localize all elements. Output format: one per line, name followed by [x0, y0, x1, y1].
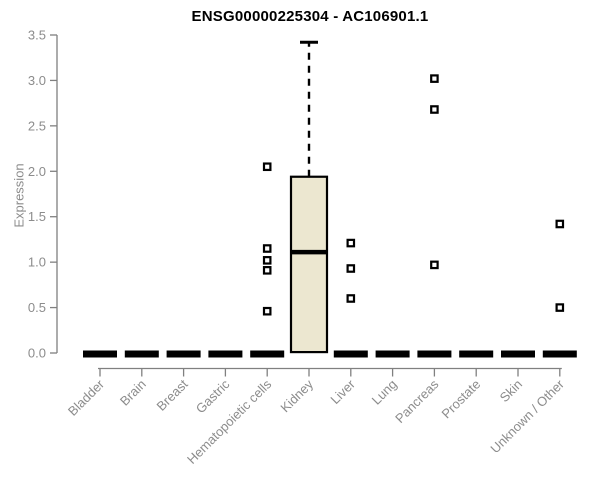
y-tick-label: 2.0: [28, 164, 46, 179]
outlier-pancreas-0: [430, 74, 439, 83]
x-tick-label-liver: Liver: [327, 376, 358, 407]
x-tick-label-lung: Lung: [369, 377, 400, 408]
outlier-liver-0: [346, 238, 356, 248]
outlier-hematopoietic-cells-4: [262, 306, 272, 316]
outlier-pancreas-1: [430, 105, 439, 114]
zero-box-breast: [166, 350, 201, 358]
y-tick-label: 3.5: [28, 28, 46, 43]
zero-box-skin: [501, 350, 535, 358]
zero-box-brain: [124, 350, 159, 358]
x-tick-label-prostate: Prostate: [438, 377, 483, 422]
outlier-hematopoietic-cells-2: [262, 256, 272, 265]
x-tick-label-gastric: Gastric: [193, 376, 233, 416]
y-tick-label: 2.5: [28, 118, 46, 133]
x-tick-label-unknown-other: Unknown / Other: [487, 376, 567, 456]
y-tick-label: 3.0: [28, 73, 46, 88]
zero-box-prostate: [459, 350, 494, 358]
outlier-pancreas-2: [430, 260, 439, 270]
zero-box-hematopoietic-cells: [250, 350, 285, 358]
zero-box-unknown-other: [542, 350, 577, 358]
x-tick-label-pancreas: Pancreas: [392, 376, 442, 426]
x-tick-label-skin: Skin: [497, 377, 525, 405]
zero-box-lung: [375, 350, 410, 358]
x-tick-label-kidney: Kidney: [277, 376, 316, 415]
x-tick-label-brain: Brain: [117, 377, 149, 409]
outlier-hematopoietic-cells-3: [262, 266, 272, 275]
y-tick-label: 1.0: [28, 255, 46, 270]
x-tick-label-breast: Breast: [154, 376, 191, 413]
outlier-unknown-other-1: [555, 303, 565, 312]
chart-title: ENSG00000225304 - AC106901.1: [191, 8, 429, 25]
y-tick-label: 1.5: [28, 209, 46, 224]
zero-box-liver: [333, 350, 368, 358]
outlier-liver-2: [346, 294, 356, 303]
outlier-liver-1: [346, 264, 356, 273]
outlier-hematopoietic-cells-0: [262, 162, 272, 172]
zero-box-pancreas: [417, 350, 452, 358]
y-tick-label: 0.5: [28, 300, 46, 315]
outlier-hematopoietic-cells-1: [262, 244, 272, 253]
zero-box-gastric: [208, 350, 243, 358]
y-tick-label: 0.0: [28, 346, 46, 361]
box-kidney: [289, 175, 329, 354]
x-tick-label-bladder: Bladder: [65, 376, 108, 419]
outlier-unknown-other-0: [555, 219, 565, 229]
zero-box-bladder: [83, 350, 117, 358]
